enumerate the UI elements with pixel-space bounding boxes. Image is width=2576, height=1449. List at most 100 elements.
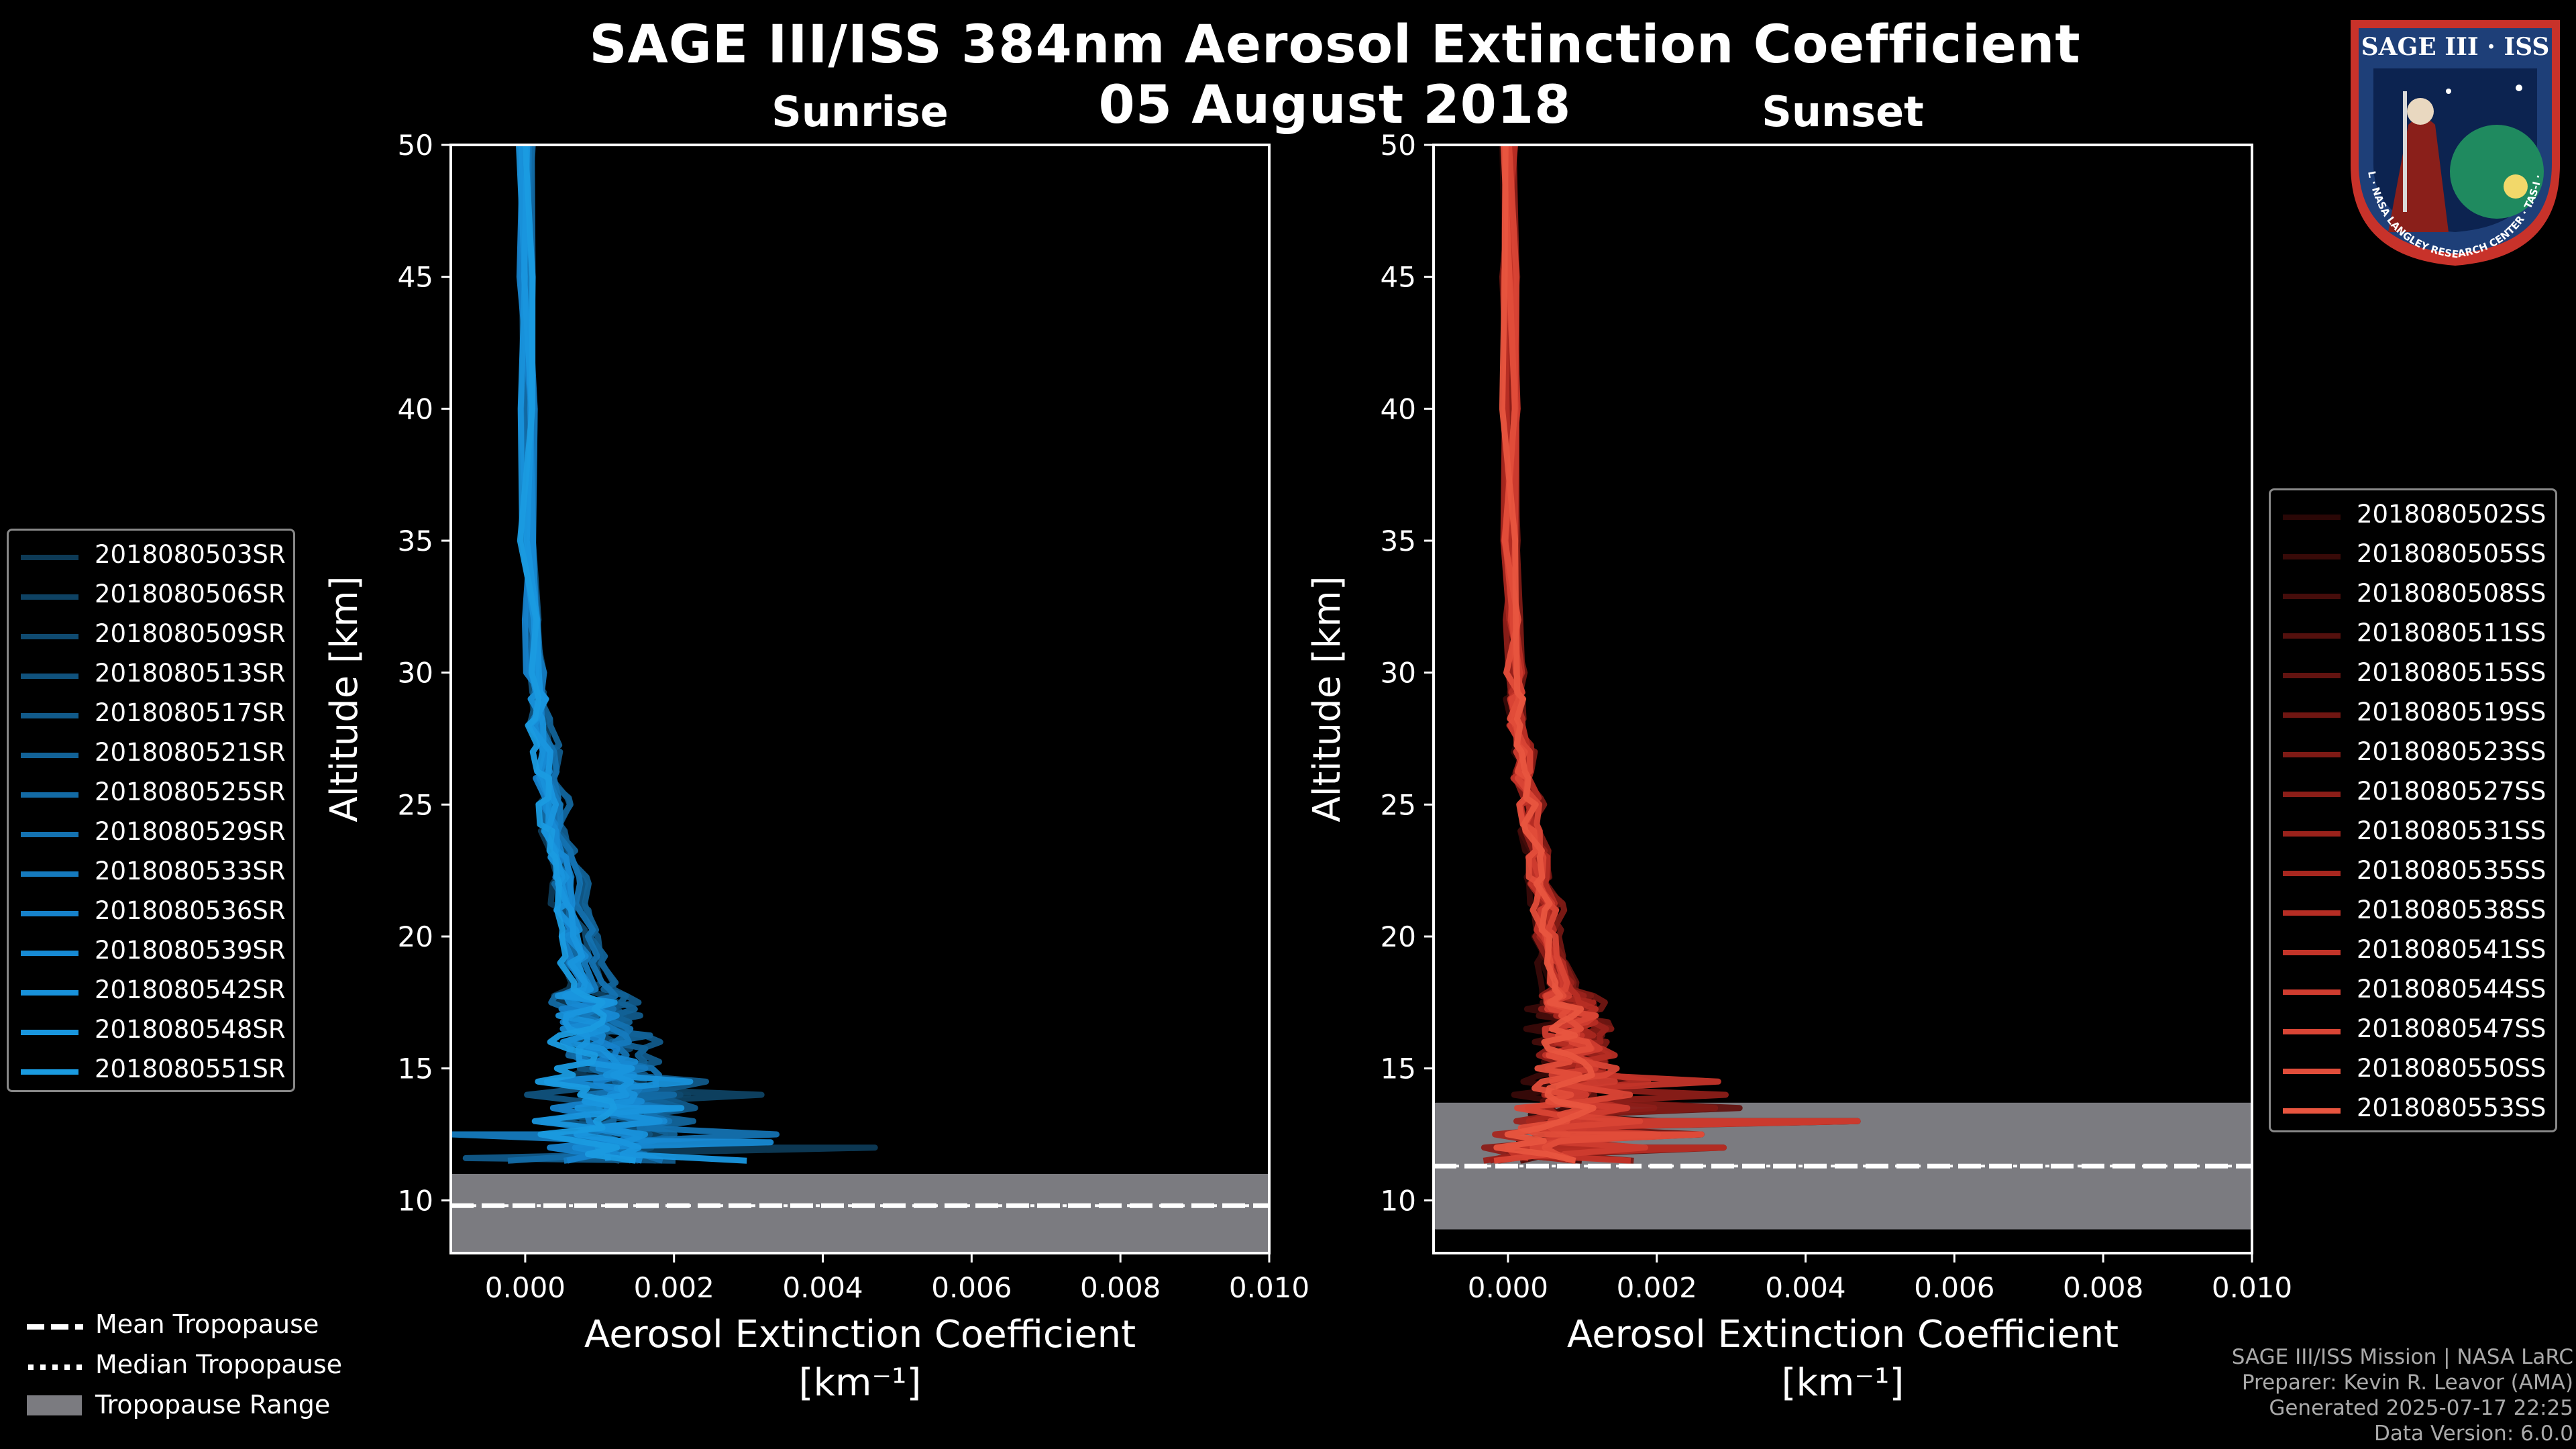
sunrise-ytick-label: 30 <box>398 657 433 690</box>
legend-item: 2018080517SR <box>9 696 290 735</box>
sunset-axes: 0.000 0.002 0.004 0.006 0.008 0.010 10 15 20 25 30… <box>1305 129 2292 1405</box>
sunrise-plot-area <box>451 145 1269 1253</box>
sunset-series-2018080553SS <box>1493 145 1597 1164</box>
legend-item: 2018080508SS <box>2271 576 2553 615</box>
legend-item: 2018080515SS <box>2271 655 2553 694</box>
range-swatch-icon <box>27 1395 82 1415</box>
legend-swatch <box>2283 752 2341 757</box>
legend-item: 2018080541SS <box>2271 932 2553 971</box>
legend-label: 2018080523SS <box>2357 737 2546 766</box>
legend-label: 2018080509SR <box>95 619 286 648</box>
legend-swatch <box>2283 673 2341 678</box>
sunset-series-2018080544SS <box>1504 145 1861 1163</box>
legend-swatch <box>2283 633 2341 639</box>
legend-swatch <box>2283 950 2341 955</box>
legend-swatch <box>21 1030 78 1035</box>
legend-item: 2018080505SS <box>2271 537 2553 576</box>
legend-item: 2018080538SS <box>2271 893 2553 932</box>
legend-item: 2018080547SS <box>2271 1012 2553 1051</box>
sunrise-xlabel: Aerosol Extinction Coefficient <box>584 1313 1136 1356</box>
legend-swatch <box>2283 831 2341 837</box>
credit-version: Data Version: 6.0.0 <box>2373 1421 2573 1446</box>
legend-label: 2018080538SS <box>2357 896 2546 924</box>
legend-label: 2018080511SS <box>2357 619 2546 647</box>
sunset-xlabel-units: [km⁻¹] <box>1782 1361 1904 1405</box>
sunrise-ytick-label: 25 <box>398 788 433 821</box>
sunrise-xtick-label: 0.000 <box>485 1271 566 1304</box>
legend-item: 2018080535SS <box>2271 853 2553 892</box>
credit-mission: SAGE III/ISS Mission | NASA LaRC <box>2231 1345 2573 1369</box>
legend-swatch <box>21 990 78 996</box>
sunrise-panel-title: Sunrise <box>771 87 949 136</box>
sunset-ytick-label: 15 <box>1381 1053 1416 1085</box>
legend-swatch <box>21 792 78 798</box>
sunset-xlabel: Aerosol Extinction Coefficient <box>1567 1313 2118 1356</box>
sunrise-legend: 2018080503SR 2018080506SR 2018080509SR 2018… <box>7 529 295 1092</box>
credits: SAGE III/ISS Mission | NASA LaRC Prepare… <box>2232 1344 2573 1446</box>
sunset-xtick-label: 0.006 <box>1914 1271 1994 1304</box>
legend-swatch <box>21 674 78 679</box>
legend-item: 2018080531SS <box>2271 814 2553 853</box>
chart-date: 05 August 2018 <box>1098 75 1572 136</box>
legend-swatch <box>2283 910 2341 916</box>
legend-item: 2018080503SR <box>9 537 290 576</box>
sunset-ytick-label: 10 <box>1381 1184 1416 1217</box>
sunset-ytick-label: 25 <box>1381 788 1416 821</box>
legend-label: 2018080505SS <box>2357 539 2546 568</box>
legend-swatch <box>2283 1029 2341 1034</box>
sunset-ytick-label: 40 <box>1381 392 1416 425</box>
legend-item: 2018080553SS <box>2271 1091 2553 1130</box>
sunset-xtick-label: 0.008 <box>2063 1271 2143 1304</box>
sunset-ytick-label: 20 <box>1381 920 1416 953</box>
dashed-line-icon <box>27 1324 83 1330</box>
sunset-xtick-label: 0.004 <box>1765 1271 1845 1304</box>
legend-label: 2018080542SR <box>95 975 286 1004</box>
sunrise-ytick-label: 40 <box>398 392 433 425</box>
legend-label: 2018080551SR <box>95 1055 286 1083</box>
legend-swatch <box>21 753 78 758</box>
legend-swatch <box>21 634 78 639</box>
legend-label: 2018080548SR <box>95 1015 286 1044</box>
credit-generated: Generated 2025-07-17 22:25 <box>2269 1396 2573 1420</box>
sunrise-axes: 0.000 0.002 0.004 0.006 0.008 0.010 10 15 20 25 30… <box>323 129 1309 1405</box>
sunrise-series-2018080521SR <box>519 145 696 1164</box>
legend-item: 2018080551SR <box>9 1052 290 1091</box>
legend-item: 2018080548SR <box>9 1012 290 1051</box>
legend-item: 2018080506SR <box>9 577 290 616</box>
legend-swatch <box>2283 1069 2341 1074</box>
sunset-xtick-label: 0.002 <box>1617 1271 1697 1304</box>
sunset-axes-frame <box>1432 144 2253 1254</box>
legend-swatch <box>2283 792 2341 797</box>
credit-preparer: Preparer: Kevin R. Leavor (AMA) <box>2241 1371 2573 1395</box>
legend-label: 2018080517SR <box>95 698 286 727</box>
mean-tropopause-key: Mean Tropopause <box>20 1308 396 1347</box>
sunrise-ytick-label: 50 <box>398 129 433 162</box>
sunset-plot-area <box>1434 145 2252 1230</box>
legend-item: 2018080529SR <box>9 814 290 853</box>
legend-item: 2018080525SR <box>9 775 290 814</box>
legend-item: 2018080509SR <box>9 616 290 655</box>
legend-swatch <box>21 832 78 837</box>
legend-item: 2018080544SS <box>2271 972 2553 1011</box>
legend-label: 2018080527SS <box>2357 777 2546 806</box>
legend-item: 2018080511SS <box>2271 616 2553 655</box>
sage-iii-iss-logo: SAGE III · ISS BALL · NASA LANGLEY RESEA… <box>2341 11 2560 266</box>
legend-label: 2018080529SR <box>95 817 286 846</box>
logo-text: SAGE III · ISS <box>2361 33 2550 61</box>
sunset-legend: 2018080502SS 2018080505SS 2018080508SS 2018… <box>2269 488 2557 1132</box>
sunrise-xtick-label: 0.002 <box>634 1271 714 1304</box>
sunrise-xtick-label: 0.006 <box>931 1271 1012 1304</box>
legend-item: 2018080542SR <box>9 973 290 1012</box>
sunset-ytick-label: 35 <box>1381 525 1416 557</box>
legend-item: 2018080536SR <box>9 894 290 932</box>
legend-label: 2018080521SR <box>95 738 286 767</box>
sunset-ytick-label: 50 <box>1381 129 1416 162</box>
legend-swatch <box>21 1069 78 1075</box>
legend-item: 2018080521SR <box>9 735 290 774</box>
legend-item: 2018080539SR <box>9 933 290 972</box>
sunset-ytick-label: 45 <box>1381 261 1416 294</box>
legend-label: 2018080536SR <box>95 896 286 925</box>
legend-swatch <box>2283 989 2341 995</box>
